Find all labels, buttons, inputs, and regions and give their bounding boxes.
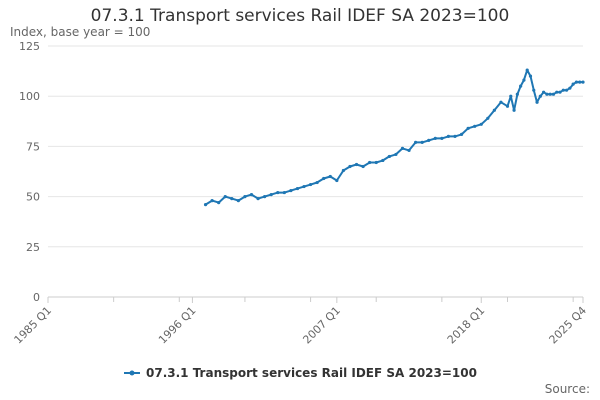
data-point — [263, 195, 267, 199]
y-tick-label: 0 — [33, 291, 40, 304]
series-line — [204, 69, 583, 206]
data-point — [512, 108, 516, 112]
data-point — [486, 116, 490, 120]
data-point — [374, 160, 378, 165]
data-point — [433, 136, 437, 140]
data-point — [203, 203, 208, 207]
data-point — [414, 140, 418, 144]
data-point — [394, 152, 398, 157]
y-tick-label: 50 — [26, 191, 40, 204]
chart-title: 07.3.1 Transport services Rail IDEF SA 2… — [90, 6, 510, 26]
x-tick-label: 2025 Q4 — [547, 304, 590, 347]
data-point — [210, 199, 214, 203]
data-point — [276, 190, 280, 195]
data-point — [328, 174, 332, 179]
data-point — [446, 134, 451, 138]
data-point — [249, 192, 254, 197]
data-point — [348, 164, 352, 169]
data-point — [551, 92, 556, 96]
data-point — [295, 186, 300, 191]
y-tick-label: 125 — [19, 40, 40, 53]
data-point — [522, 78, 526, 82]
data-point — [561, 88, 565, 92]
x-tick-label: 1996 Q1 — [156, 304, 199, 347]
data-point — [525, 68, 529, 72]
data-point — [564, 88, 569, 92]
y-axis-label: Index, base year = 100 — [10, 25, 151, 39]
data-point — [217, 201, 221, 205]
data-point — [528, 74, 533, 78]
data-point — [400, 146, 405, 151]
data-point — [571, 82, 575, 86]
data-point — [289, 188, 293, 193]
data-point — [420, 140, 424, 144]
legend-swatch-marker — [129, 370, 135, 376]
data-point — [466, 126, 470, 130]
data-point — [335, 178, 339, 183]
x-tick-labels: 1985 Q1 1996 Q1 2007 Q1 2018 Q1 2025 Q4 — [12, 304, 590, 347]
data-point — [515, 92, 519, 96]
data-point — [519, 84, 523, 88]
data-point — [509, 94, 513, 98]
data-point — [387, 154, 391, 159]
data-point — [243, 195, 247, 199]
y-tick-labels: 0 25 50 75 100 125 — [19, 40, 40, 304]
data-point — [282, 190, 286, 195]
data-point — [499, 100, 503, 104]
data-point — [545, 92, 549, 96]
data-point — [581, 80, 585, 84]
data-point — [492, 108, 496, 112]
data-point — [558, 90, 562, 94]
source-label: Source: — [544, 382, 590, 396]
data-point — [505, 104, 510, 108]
data-point — [535, 100, 539, 104]
data-point — [440, 136, 444, 140]
data-point — [368, 160, 372, 165]
data-point — [341, 168, 345, 173]
data-point — [578, 80, 582, 84]
data-point — [381, 158, 385, 163]
data-point — [574, 80, 579, 84]
data-point — [453, 134, 457, 138]
data-point — [230, 197, 234, 201]
data-point — [256, 197, 260, 201]
data-point — [361, 164, 365, 169]
data-point — [542, 90, 546, 94]
data-point — [236, 199, 240, 203]
y-tick-label: 100 — [19, 90, 40, 103]
data-point — [568, 86, 572, 90]
data-point — [473, 124, 477, 128]
data-point — [538, 94, 542, 98]
data-point — [322, 176, 326, 181]
data-point — [407, 148, 411, 153]
data-point — [532, 88, 536, 92]
data-point — [427, 138, 431, 142]
x-tick-label: 1985 Q1 — [12, 304, 55, 347]
data-point — [269, 192, 273, 197]
plot-area — [203, 68, 585, 207]
x-tick-label: 2018 Q1 — [445, 304, 488, 347]
data-point — [479, 122, 483, 126]
data-point — [548, 92, 552, 96]
gridlines — [47, 45, 584, 303]
legend[interactable]: 07.3.1 Transport services Rail IDEF SA 2… — [124, 366, 477, 380]
data-point — [315, 180, 319, 185]
y-tick-label: 75 — [26, 140, 40, 153]
data-point — [459, 132, 464, 136]
x-tick-label: 2007 Q1 — [300, 304, 343, 347]
data-point — [354, 162, 359, 167]
data-point — [302, 184, 306, 189]
data-point — [308, 182, 313, 187]
legend-entry-label: 07.3.1 Transport services Rail IDEF SA 2… — [146, 366, 477, 380]
data-point — [223, 195, 227, 199]
y-tick-label: 25 — [26, 241, 40, 254]
data-point — [555, 90, 559, 94]
